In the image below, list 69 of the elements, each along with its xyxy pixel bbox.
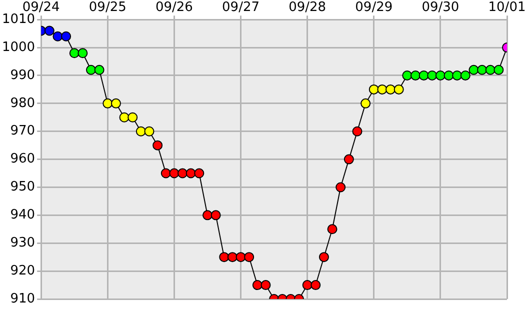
point [128, 112, 138, 122]
point [427, 70, 438, 80]
point [61, 31, 72, 42]
x-tick-label: 09/25 [88, 0, 126, 16]
point [244, 252, 254, 262]
point [260, 280, 271, 290]
x-tick-label: 09/29 [355, 0, 393, 16]
x-tick-label: 09/28 [288, 0, 326, 16]
point [52, 31, 63, 42]
point [236, 252, 246, 262]
x-tick-label: 09/30 [422, 0, 460, 16]
y-tick-label: 1000 [2, 40, 36, 55]
point [178, 168, 188, 178]
point [394, 84, 404, 94]
point [452, 70, 462, 80]
point [336, 182, 346, 192]
point [494, 64, 504, 75]
point [344, 154, 354, 164]
y-tick-label: 910 [10, 291, 36, 306]
point [160, 168, 171, 178]
point [402, 70, 412, 80]
point [310, 280, 321, 290]
y-tick-label: 980 [10, 96, 36, 111]
point [136, 126, 146, 136]
point [78, 48, 88, 58]
x-tick-label: 09/26 [155, 0, 193, 16]
y-tick-label: 950 [10, 180, 36, 195]
point [418, 70, 429, 80]
point [302, 280, 312, 290]
point [169, 168, 180, 178]
point [368, 84, 379, 94]
point [485, 64, 496, 75]
point [460, 70, 470, 80]
point [69, 48, 80, 58]
y-tick-label: 970 [10, 124, 36, 139]
point [444, 70, 454, 80]
y-tick-label: 1010 [2, 12, 36, 27]
point [327, 224, 338, 234]
point [435, 70, 446, 80]
point [318, 252, 329, 262]
point [202, 210, 212, 220]
x-tick-label: 10/01 [488, 0, 526, 16]
point [377, 84, 388, 94]
point [352, 126, 362, 136]
point [102, 98, 113, 108]
point [252, 280, 262, 290]
point [468, 64, 479, 75]
point [186, 168, 196, 178]
point [152, 140, 163, 150]
point [194, 168, 204, 178]
point [119, 112, 130, 122]
point [410, 70, 420, 80]
point [227, 252, 238, 262]
point [86, 64, 96, 75]
point [210, 210, 221, 220]
y-tick-label: 990 [10, 68, 36, 83]
point [94, 64, 104, 75]
point [44, 26, 54, 36]
point [360, 98, 371, 108]
point [477, 64, 488, 75]
point [110, 98, 121, 108]
y-tick-label: 920 [10, 263, 36, 278]
point [144, 126, 154, 136]
point [219, 252, 230, 262]
y-tick-label: 930 [10, 235, 36, 250]
point [386, 84, 396, 94]
y-tick-label: 940 [10, 208, 36, 223]
y-tick-label: 960 [10, 152, 36, 167]
x-tick-label: 09/27 [222, 0, 260, 16]
